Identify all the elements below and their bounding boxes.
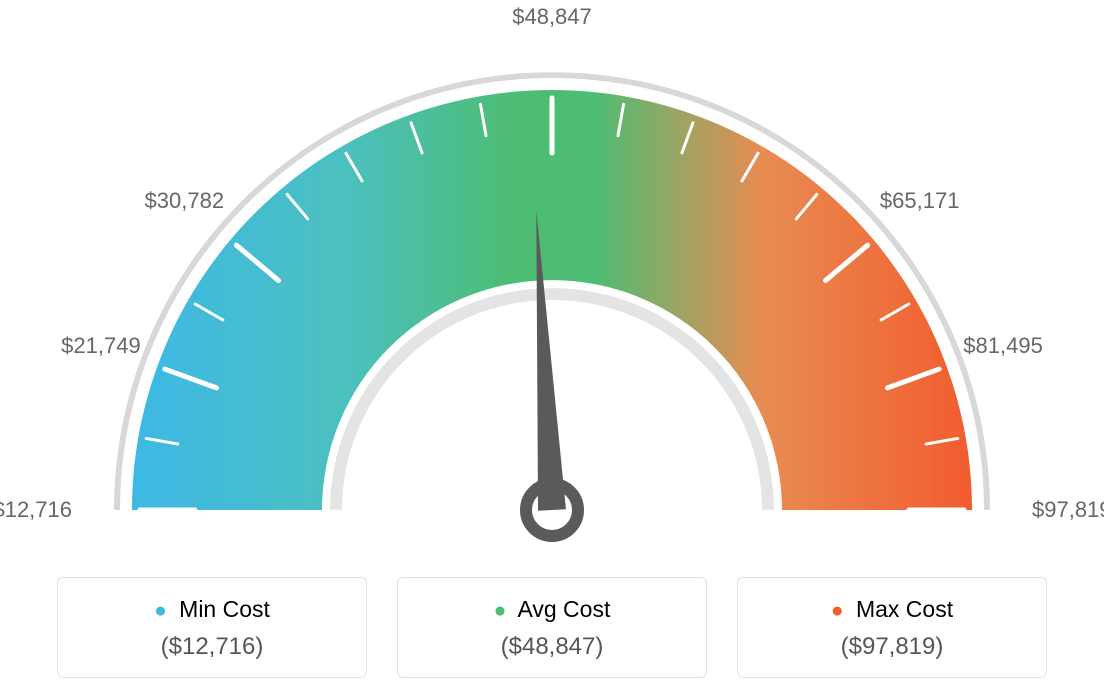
legend-max-label: Max Cost [856, 596, 953, 622]
gauge-tick-label: $97,819 [1032, 497, 1104, 523]
dot-icon: ● [831, 599, 844, 622]
legend-max-value: ($97,819) [748, 633, 1036, 661]
legend-min-label: Min Cost [179, 596, 270, 622]
gauge-svg: $12,716$21,749$30,782$48,847$65,171$81,4… [92, 50, 1012, 550]
legend-avg-label: Avg Cost [517, 596, 610, 622]
legend-min-value: ($12,716) [68, 633, 356, 661]
gauge-container: $12,716 $21,749 $30,782 $48,847 $65,171 $81,4… [0, 0, 1104, 560]
dot-icon: ● [494, 599, 507, 622]
gauge-tick-label: $21,749 [61, 333, 141, 359]
legend-card-min: ● Min Cost ($12,716) [57, 577, 367, 678]
gauge-tick-label: $65,171 [880, 188, 960, 214]
legend-card-max: ● Max Cost ($97,819) [737, 577, 1047, 678]
gauge-tick-label: $12,716 [0, 497, 72, 523]
legend-card-avg: ● Avg Cost ($48,847) [397, 577, 707, 678]
gauge-tick-label: $48,847 [512, 4, 592, 30]
legend-row: ● Min Cost ($12,716) ● Avg Cost ($48,847… [0, 577, 1104, 678]
gauge-tick-label: $81,495 [963, 333, 1043, 359]
legend-avg-value: ($48,847) [408, 633, 696, 661]
gauge-tick-label: $30,782 [145, 188, 225, 214]
dot-icon: ● [154, 599, 167, 622]
